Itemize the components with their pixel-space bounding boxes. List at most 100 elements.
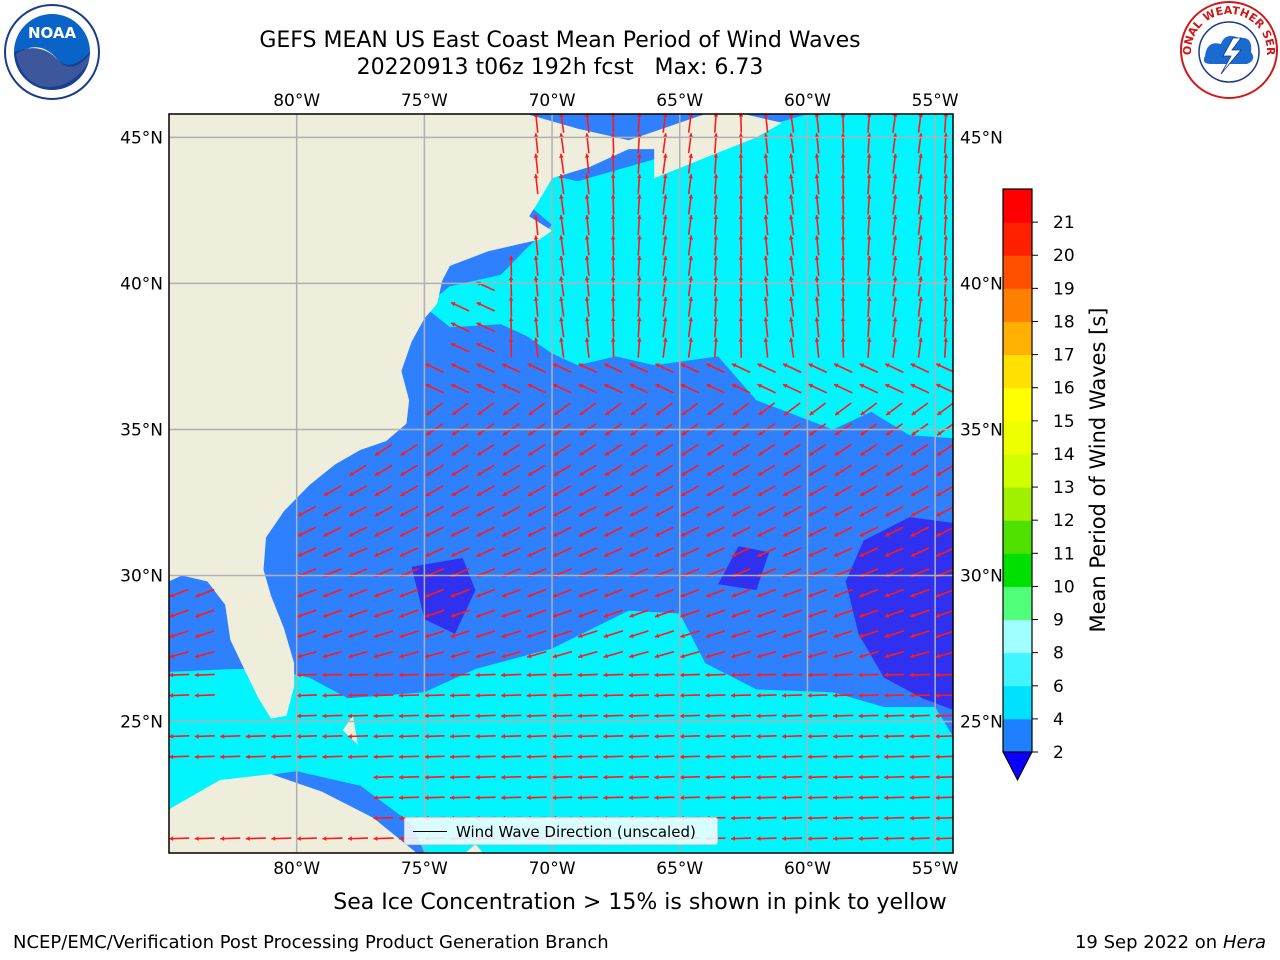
wind-arrow-head [604,512,610,517]
wind-arrow-head [349,512,354,517]
wind-arrow-head [866,174,872,179]
noaa-logo-icon: NOAA [4,4,100,100]
wind-arrow-head [533,317,539,322]
wind-arrow-head [654,633,660,638]
wind-arrow-head [713,174,719,179]
wind-arrow-head [713,296,719,301]
wind-arrow-head [885,552,890,557]
wind-arrow-head [322,653,328,659]
wind-arrow-head [758,471,763,476]
wind-arrow-head [373,836,378,841]
wind-arrow-head [892,235,898,240]
wind-arrow-head [757,363,762,368]
wind-arrow-head [584,153,590,158]
wind-arrow-head [450,653,455,659]
wind-arrow-head [662,317,668,322]
wind-arrow-head [195,653,200,659]
wind-arrow-head [814,255,820,261]
wind-arrow-head [475,672,480,678]
wind-arrow-head [756,693,761,698]
colorbar-tick-label: 21 [1053,213,1075,233]
wind-arrow-head [731,774,735,780]
wind-arrow-head [271,754,276,760]
wind-arrow-head [399,672,403,678]
lon-label-top: 60°W [784,91,831,111]
wind-arrow-head [347,754,352,760]
wind-arrow-head [833,836,838,841]
wind-arrow-head [884,613,890,618]
wind-arrow-head [610,153,616,158]
wind-arrow-head [629,613,634,618]
wind-arrow-head [782,653,787,659]
wind-arrow-head [577,795,582,801]
wind-arrow-head [758,410,764,415]
wind-arrow-head [782,795,787,801]
wind-arrow-head [705,672,710,678]
wind-arrow-head [892,215,898,220]
wind-arrow-head [943,194,949,199]
colorbar-frame [1002,188,1033,753]
wind-arrow-head [628,713,633,719]
wind-arrow-head [681,512,686,517]
wind-arrow-head [884,734,889,739]
wind-arrow-head [603,653,609,659]
wind-arrow-head [807,672,812,678]
wind-arrow-head [713,317,719,322]
wind-arrow-head [656,451,661,456]
wind-arrow-head [373,693,378,698]
wind-arrow-head [943,215,949,220]
wind-arrow-head [910,363,916,368]
wind-arrow-head [476,322,482,327]
wind-arrow-head [655,471,661,476]
wind-arrow-head [322,693,327,698]
wind-arrow-head [808,552,814,557]
wind-arrow-head [688,215,694,220]
wind-arrow-head [884,672,889,678]
wind-arrow-head [636,153,642,158]
wind-arrow-head [840,153,846,158]
noaa-logo-text: NOAA [28,24,77,42]
wind-arrow-head [527,613,532,618]
wind-arrow-head [654,613,660,618]
wind-arrow-head [194,693,199,698]
wind-arrow-head [503,431,508,436]
wave-period-zone-high-east [845,517,953,710]
lon-label-bottom: 75°W [401,859,448,879]
wind-arrow-head [399,593,405,598]
wind-arrow-head [636,337,642,342]
wind-arrow-head [655,363,660,368]
wind-arrow-head [808,383,814,389]
wind-arrow-head [858,672,863,678]
gridlines [169,114,953,853]
wind-arrow-head [866,296,872,301]
wind-arrow-head [909,734,914,739]
wind-arrow-head [884,593,890,598]
wind-arrow-head [578,633,583,638]
wind-arrow-head [374,471,380,476]
wind-arrow-head [892,133,898,138]
wind-arrow-head [533,296,539,301]
wind-arrow-head [322,836,327,841]
lat-label-left: 45°N [120,128,163,148]
wind-arrow-head [884,795,889,801]
colorbar-bin [1003,685,1032,720]
wind-arrow-head [584,276,590,281]
wind-arrow-head [732,431,738,436]
wind-arrow-head [860,491,865,496]
wind-arrow-head [656,431,661,436]
wind-arrow-head [757,512,763,517]
wind-arrow-head [502,471,508,476]
wind-arrow-head [662,296,668,301]
wind-arrow-head [782,633,787,638]
wind-arrow-head [860,431,866,436]
wind-arrow-head [833,653,838,659]
wind-arrow-head [884,815,889,821]
wind-arrow-head [636,133,642,138]
chart-title: GEFS MEAN US East Coast Mean Period of W… [160,27,960,81]
wind-arrow-head [450,613,456,618]
wind-arrow-head [814,194,820,199]
wind-arrow-head [866,276,872,281]
wind-arrow-head [323,593,328,598]
wind-arrow-head [840,296,846,301]
lat-label-right: 30°N [960,567,1003,587]
